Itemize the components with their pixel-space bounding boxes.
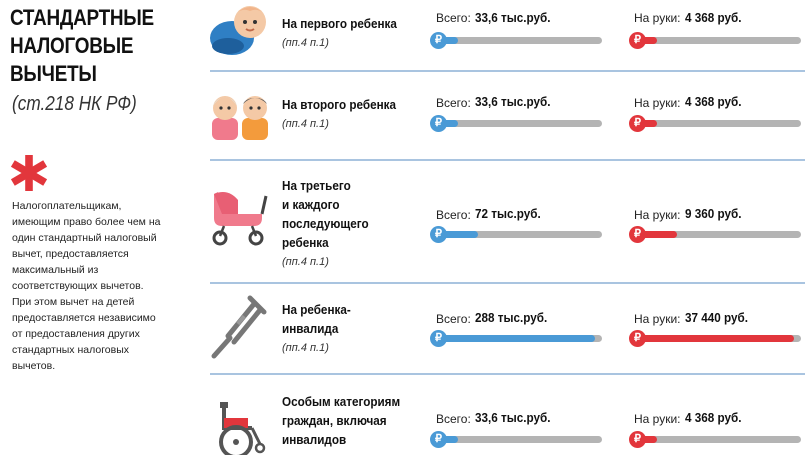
row-label: На ребенка- инвалида [282, 300, 351, 338]
total-value: 72 тыс.руб. [475, 206, 541, 221]
row-label-line: ребенка [282, 235, 329, 250]
net-label: На руки: [634, 412, 681, 426]
total-label: Всего: [436, 412, 471, 426]
net-label: На руки: [634, 11, 681, 25]
row-label-line: На первого ребенка [282, 16, 397, 31]
title-line: ВЫЧЕТЫ [10, 61, 97, 86]
row-divider [210, 373, 805, 375]
total-bar [434, 436, 602, 443]
net-bar-fill [633, 231, 677, 238]
row-label: На второго ребенка [282, 95, 396, 114]
total-value: 288 тыс.руб. [475, 310, 548, 325]
net-bar-fill [633, 335, 795, 342]
total-bar-fill [434, 335, 596, 342]
net-label: На руки: [634, 312, 681, 326]
total-bar [434, 120, 602, 127]
row-label: Особым категориям граждан, включая инвал… [282, 392, 400, 449]
total-value: 33,6 тыс.руб. [475, 10, 551, 25]
deduction-list: На первого ребенка (пп.4 п.1) Всего: 33,… [198, 0, 807, 455]
row-label-line: инвалида [282, 321, 339, 336]
row-ref: (пп.4 п.1) [282, 37, 329, 49]
net-value: 4 368 руб. [685, 94, 742, 109]
row-label-line: На второго ребенка [282, 97, 397, 112]
ruble-icon: ₽ [430, 115, 447, 132]
total-label: Всего: [436, 96, 471, 110]
net-bar [633, 436, 801, 443]
ruble-icon: ₽ [430, 431, 447, 448]
ruble-icon: ₽ [629, 115, 646, 132]
net-bar [633, 37, 801, 44]
wheelchair-icon [219, 402, 266, 455]
row-label: На первого ребенка [282, 14, 397, 33]
net-bar [633, 120, 801, 127]
total-label: Всего: [436, 11, 471, 25]
total-bar [434, 37, 602, 44]
row-label: На третьего и каждого последующего ребен… [282, 176, 369, 252]
ruble-icon: ₽ [430, 226, 447, 243]
row-label-line: Особым категориям [282, 394, 401, 409]
row-ref: (пп.4 п.1) [282, 342, 329, 354]
row-divider [210, 282, 805, 284]
net-label: На руки: [634, 208, 681, 222]
ruble-icon: ₽ [629, 32, 646, 49]
total-value: 33,6 тыс.руб. [475, 94, 551, 109]
title-line: СТАНДАРТНЫЕ [10, 5, 154, 30]
row-label-line: последующего [282, 216, 369, 231]
row-label-line: инвалидов [282, 432, 347, 447]
row-label-line: На ребенка- [282, 302, 351, 317]
net-label: На руки: [634, 96, 681, 110]
ruble-icon: ₽ [629, 431, 646, 448]
crutch-icon [211, 295, 267, 359]
total-bar-fill [434, 231, 478, 238]
row-ref: (пп.4 п.1) [282, 118, 329, 130]
total-bar [434, 231, 602, 238]
ruble-icon: ₽ [430, 32, 447, 49]
net-value: 4 368 руб. [685, 410, 742, 425]
net-value: 37 440 руб. [685, 310, 749, 325]
title-line: НАЛОГОВЫЕ [10, 33, 134, 58]
net-value: 9 360 руб. [685, 206, 742, 221]
page-subtitle: (ст.218 НК РФ) [12, 93, 137, 115]
page-title: СТАНДАРТНЫЕ НАЛОГОВЫЕ ВЫЧЕТЫ [10, 4, 161, 88]
row-label-line: и каждого [282, 197, 340, 212]
net-bar [633, 335, 801, 342]
stroller-icon [212, 192, 268, 246]
row-label-line: граждан, включая [282, 413, 387, 428]
total-label: Всего: [436, 208, 471, 222]
row-divider [210, 70, 805, 72]
net-bar [633, 231, 801, 238]
note-text: Налогоплательщикам, имеющим право более … [12, 200, 161, 372]
row-divider [210, 159, 805, 161]
baby-icon [210, 6, 266, 55]
total-label: Всего: [436, 312, 471, 326]
net-value: 4 368 руб. [685, 10, 742, 25]
total-value: 33,6 тыс.руб. [475, 410, 551, 425]
ruble-icon: ₽ [629, 330, 646, 347]
grandparents-icon [212, 96, 268, 140]
row-label-line: На третьего [282, 178, 351, 193]
total-bar [434, 335, 602, 342]
ruble-icon: ₽ [629, 226, 646, 243]
asterisk-icon [10, 154, 48, 192]
ruble-icon: ₽ [430, 330, 447, 347]
row-ref: (пп.4 п.1) [282, 256, 329, 268]
